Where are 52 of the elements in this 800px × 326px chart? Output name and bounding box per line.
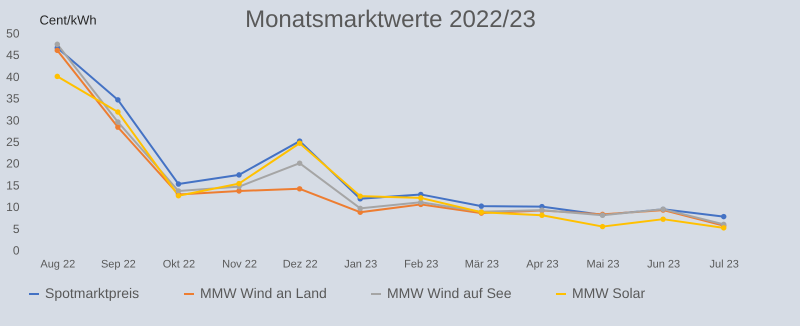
y-axis-title: Cent/kWh	[40, 12, 97, 28]
point	[357, 206, 363, 212]
x-tick-label: Sep 22	[100, 258, 136, 270]
point	[539, 212, 545, 218]
y-tick-label: 10	[6, 200, 20, 214]
point	[54, 48, 60, 54]
chart-title: Monatsmarktwerte 2022/23	[245, 6, 536, 33]
point	[660, 216, 666, 222]
legend-label: MMW Solar	[572, 285, 646, 301]
y-tick-label: 5	[12, 222, 20, 236]
point	[296, 160, 302, 166]
legend-label: MMW Wind auf See	[387, 285, 512, 301]
point	[720, 214, 726, 220]
point	[236, 180, 242, 186]
point	[54, 74, 60, 80]
x-tick-label: Jul 23	[710, 258, 739, 270]
point	[357, 193, 363, 199]
x-tick-label: Okt 22	[162, 258, 196, 270]
point	[115, 124, 121, 130]
point	[236, 172, 242, 178]
y-tick-label: 15	[6, 178, 20, 192]
x-tick-label: Mai 23	[586, 258, 620, 270]
y-tick-label: 40	[6, 70, 20, 84]
point	[296, 186, 302, 192]
point	[115, 97, 121, 103]
point	[176, 181, 182, 187]
point	[478, 203, 484, 209]
point	[115, 119, 121, 125]
y-tick-label: 50	[6, 26, 20, 40]
y-tick-label: 25	[6, 135, 20, 149]
point	[54, 42, 60, 48]
point	[296, 140, 302, 146]
x-tick-label: Mär 23	[464, 258, 499, 270]
y-tick-label: 45	[6, 48, 20, 62]
x-tick-label: Nov 22	[222, 258, 257, 270]
x-tick-label: Jun 23	[647, 258, 680, 270]
y-tick-label: 30	[6, 113, 20, 128]
point	[115, 109, 121, 115]
point	[418, 200, 424, 205]
x-tick-label: Dez 22	[282, 258, 318, 270]
y-tick-label: 0	[12, 244, 20, 258]
x-tick-label: Feb 23	[404, 258, 438, 270]
legend-label: Spotmarktpreis	[45, 285, 140, 301]
legend-label: MMW Wind an Land	[200, 285, 327, 301]
x-tick-label: Aug 22	[40, 258, 76, 270]
x-tick-label: Apr 23	[526, 258, 559, 270]
x-tick-label: Jan 23	[344, 258, 378, 270]
y-tick-label: 20	[6, 156, 20, 171]
point	[720, 225, 726, 231]
point	[600, 224, 606, 230]
y-tick-label: 35	[6, 92, 20, 106]
point	[418, 195, 424, 201]
